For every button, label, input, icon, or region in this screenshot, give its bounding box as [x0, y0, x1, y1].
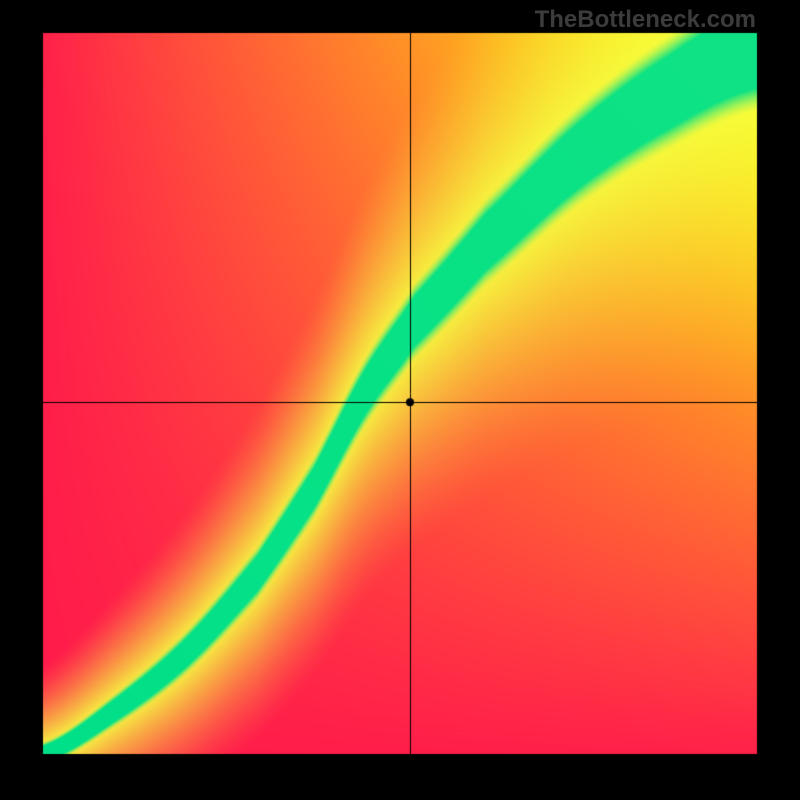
- heatmap-canvas: [0, 0, 800, 800]
- chart-frame: TheBottleneck.com: [0, 0, 800, 800]
- watermark-text: TheBottleneck.com: [535, 6, 756, 34]
